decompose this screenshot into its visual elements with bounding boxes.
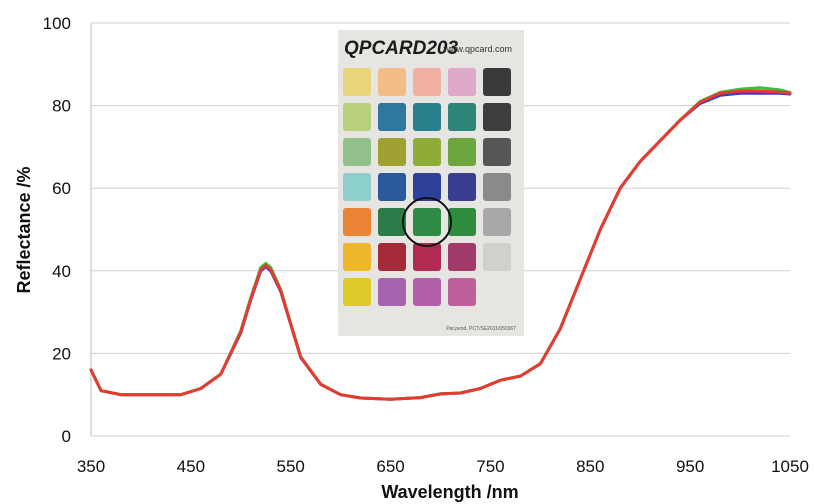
x-axis-title: Wavelength /nm <box>381 482 518 502</box>
color-patch <box>343 68 371 96</box>
color-patch <box>448 243 476 271</box>
y-tick-label: 20 <box>52 344 71 363</box>
color-patch <box>483 173 511 201</box>
color-patch <box>378 243 406 271</box>
x-tick-label: 450 <box>177 457 205 476</box>
color-patch <box>413 208 441 236</box>
color-patch <box>343 103 371 131</box>
color-patch <box>343 173 371 201</box>
color-patch <box>448 278 476 306</box>
color-patch <box>448 173 476 201</box>
color-patch <box>483 243 511 271</box>
card-footer-text: Pat.pend. PCT/SE2011/050367 <box>446 326 516 332</box>
y-tick-label: 0 <box>62 427 71 446</box>
highlight-circle <box>402 197 452 247</box>
y-tick-label: 100 <box>43 14 71 33</box>
y-tick-label: 40 <box>52 262 71 281</box>
color-patch <box>413 243 441 271</box>
x-tick-label: 850 <box>576 457 604 476</box>
color-patch <box>343 243 371 271</box>
y-tick-label: 80 <box>52 97 71 116</box>
y-axis-title: Reflectance /% <box>14 166 34 293</box>
color-patch <box>378 208 406 236</box>
card-url: www.qpcard.com <box>442 44 512 54</box>
color-patch <box>448 208 476 236</box>
color-patch <box>378 138 406 166</box>
x-tick-label: 950 <box>676 457 704 476</box>
color-patch <box>448 103 476 131</box>
series-line-2 <box>89 89 792 401</box>
x-tick-label: 750 <box>476 457 504 476</box>
color-patch <box>413 138 441 166</box>
color-patch <box>378 173 406 201</box>
color-patch <box>413 173 441 201</box>
y-tick-label: 60 <box>52 179 71 198</box>
color-patch <box>483 103 511 131</box>
card-brand-logo: QPCARD203 <box>344 38 458 59</box>
color-patch <box>378 103 406 131</box>
color-patch <box>378 68 406 96</box>
series-lines <box>89 86 792 401</box>
color-patch <box>448 138 476 166</box>
color-patch <box>483 208 511 236</box>
color-patch <box>483 68 511 96</box>
color-patch <box>343 208 371 236</box>
x-tick-label: 550 <box>277 457 305 476</box>
tick-labels: 0 20 40 60 80 100 350 450 550 650 750 850 950 1050 <box>43 14 809 476</box>
x-tick-label: 650 <box>376 457 404 476</box>
color-patch <box>413 278 441 306</box>
color-patch <box>343 138 371 166</box>
color-patch <box>413 68 441 96</box>
color-patch <box>448 68 476 96</box>
color-patch <box>413 103 441 131</box>
color-patch <box>378 278 406 306</box>
x-tick-label: 1050 <box>771 457 809 476</box>
color-patch <box>483 138 511 166</box>
color-patch <box>343 278 371 306</box>
x-tick-label: 350 <box>77 457 105 476</box>
